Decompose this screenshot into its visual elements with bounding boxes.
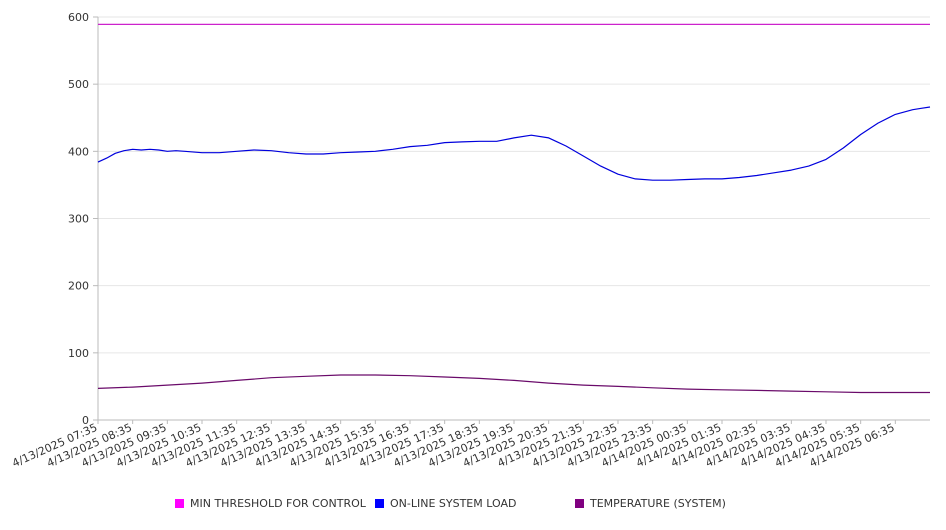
y-tick-label: 400 [68, 145, 89, 158]
y-tick-label: 0 [82, 414, 89, 427]
legend-item-min-threshold[interactable]: MIN THRESHOLD FOR CONTROL [175, 497, 366, 510]
y-tick-label: 100 [68, 347, 89, 360]
legend-label-min-threshold: MIN THRESHOLD FOR CONTROL [190, 497, 366, 510]
axes [93, 16, 930, 424]
legend-item-temperature[interactable]: TEMPERATURE (SYSTEM) [575, 497, 726, 510]
series-lines [97, 23, 931, 394]
legend-label-online-system-load: ON-LINE SYSTEM LOAD [390, 497, 517, 510]
series-line-temperature [97, 374, 930, 394]
y-axis-tick-labels: 0 100 200 300 400 500 600 [68, 11, 89, 427]
y-tick-label: 200 [68, 280, 89, 293]
y-tick-label: 300 [68, 213, 89, 226]
series-line-online-system-load [97, 106, 931, 181]
legend-swatch-min-threshold [175, 499, 184, 508]
legend-swatch-temperature [575, 499, 584, 508]
legend-label-temperature: TEMPERATURE (SYSTEM) [590, 497, 726, 510]
legend-item-online-system-load[interactable]: ON-LINE SYSTEM LOAD [375, 497, 516, 510]
chart-legend: MIN THRESHOLD FOR CONTROL ON-LINE SYSTEM… [0, 497, 946, 515]
x-axis-tick-labels: 4/13/2025 07:354/13/2025 08:354/13/2025 … [10, 421, 896, 470]
y-tick-label: 600 [68, 11, 89, 24]
legend-swatch-online-system-load [375, 499, 384, 508]
gridlines [98, 16, 930, 354]
y-tick-label: 500 [68, 78, 89, 91]
